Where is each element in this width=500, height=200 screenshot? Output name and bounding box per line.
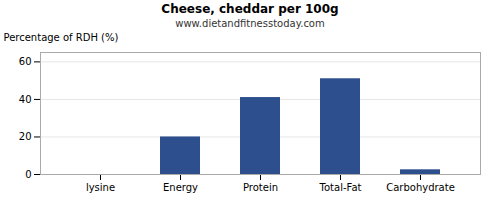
svg-text:Energy: Energy [163, 182, 198, 193]
svg-text:Total-Fat: Total-Fat [319, 182, 362, 193]
svg-text:Carbohydrate: Carbohydrate [386, 182, 455, 193]
svg-text:40: 40 [19, 94, 32, 105]
html-text:Cheese, cheddar per 100g: Cheese, cheddar per 100g [161, 2, 339, 16]
svg-text:20: 20 [19, 131, 32, 142]
svg-text:0: 0 [25, 169, 31, 180]
html-text:www.dietandfitnesstoday.com: www.dietandfitnesstoday.com [175, 18, 325, 29]
svg-text:Percentage of RDH (%): Percentage of RDH (%) [4, 32, 119, 43]
svg-text:lysine: lysine [86, 182, 115, 193]
svg-text:60: 60 [19, 56, 32, 67]
svg-text:Protein: Protein [243, 182, 278, 193]
